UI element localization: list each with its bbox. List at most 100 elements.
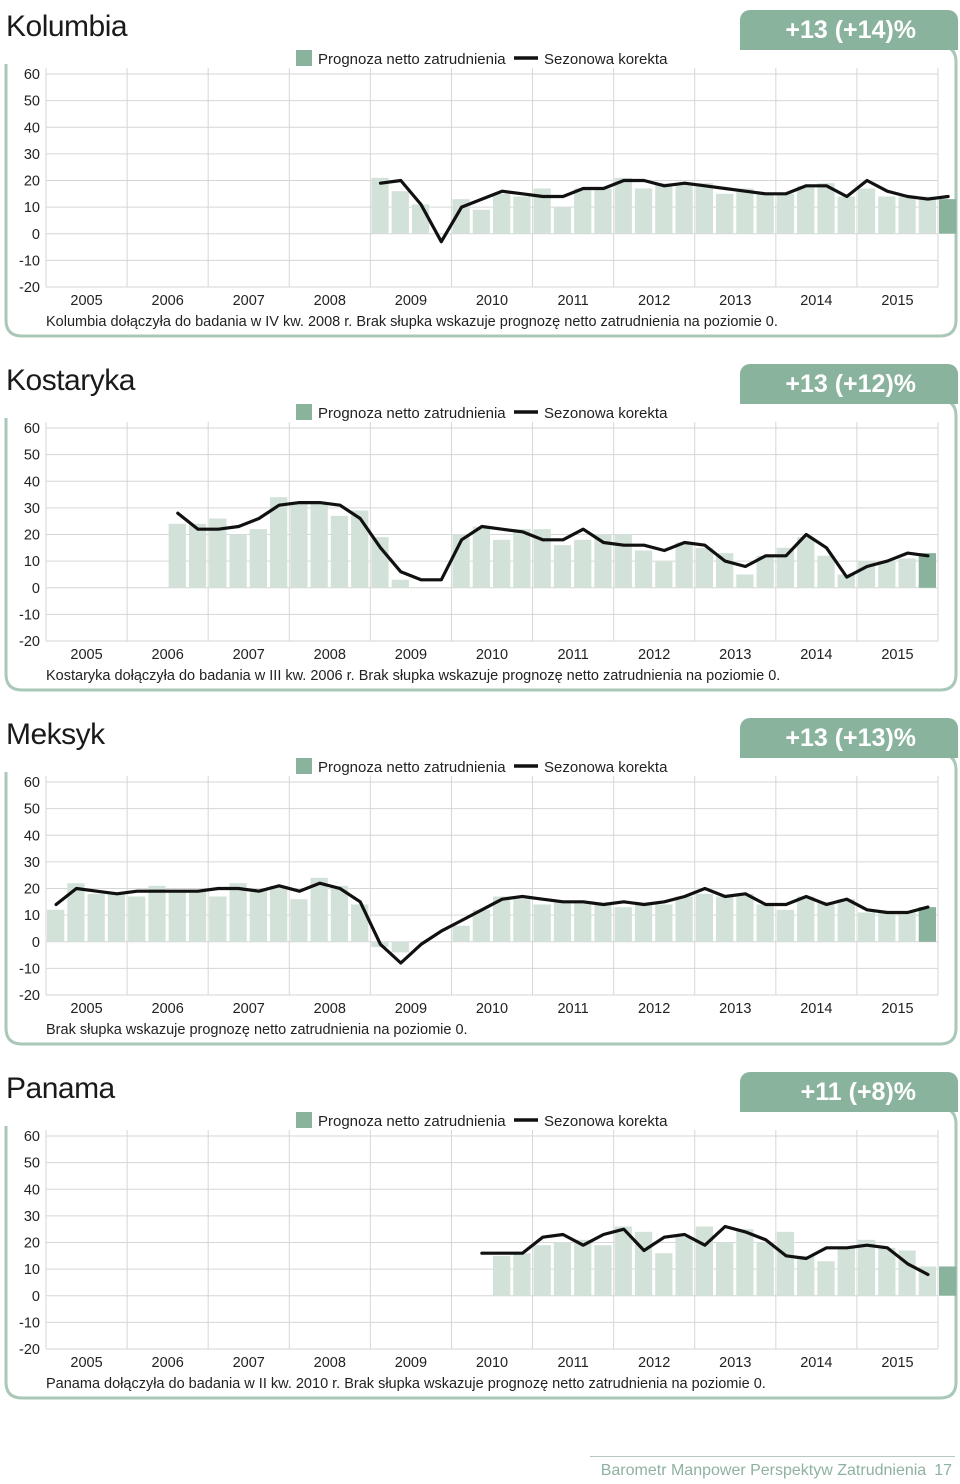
bar bbox=[371, 537, 389, 588]
y-tick-label: 10 bbox=[24, 908, 40, 924]
y-tick-label: 50 bbox=[24, 802, 40, 818]
series-line bbox=[176, 501, 930, 582]
x-tick-label: 2009 bbox=[395, 293, 427, 309]
x-tick-label: 2015 bbox=[881, 1355, 913, 1371]
x-tick-label: 2014 bbox=[800, 647, 832, 663]
bar bbox=[776, 1231, 795, 1296]
legend: Prognoza netto zatrudnienia Sezonowa kore… bbox=[296, 1112, 668, 1130]
x-tick-label: 2014 bbox=[800, 1001, 832, 1017]
bar bbox=[513, 1253, 531, 1296]
y-tick-label: 60 bbox=[24, 775, 40, 791]
x-tick-label: 2010 bbox=[476, 1355, 508, 1371]
bar bbox=[533, 529, 551, 588]
bar bbox=[168, 891, 186, 942]
bar bbox=[574, 188, 592, 234]
x-tick-label: 2005 bbox=[70, 647, 102, 663]
y-tick-label: 60 bbox=[24, 1129, 40, 1145]
bar bbox=[837, 1247, 855, 1296]
bar bbox=[270, 497, 288, 588]
x-tick-label: 2015 bbox=[881, 293, 913, 309]
x-tick-label: 2008 bbox=[314, 647, 346, 663]
chart-title: Kolumbia bbox=[6, 10, 128, 43]
bar bbox=[594, 904, 612, 942]
value-badge: +13 (+12)% bbox=[740, 364, 958, 404]
bar bbox=[878, 561, 896, 588]
bar bbox=[634, 550, 653, 588]
bar bbox=[736, 574, 754, 588]
chart-note: Kostaryka dołączyła do badania w III kw.… bbox=[46, 668, 781, 684]
x-tick-label: 2008 bbox=[314, 1355, 346, 1371]
y-tick-label: 10 bbox=[24, 554, 40, 570]
legend-bar-label: Prognoza netto zatrudnienia bbox=[318, 51, 506, 68]
legend-line-label: Sezonowa korekta bbox=[544, 1113, 668, 1130]
bar bbox=[837, 574, 855, 588]
footer: Barometr Manpower Perspektyw Zatrudnieni… bbox=[601, 1462, 952, 1480]
x-tick-label: 2006 bbox=[152, 1355, 184, 1371]
value-badge: +13 (+14)% bbox=[740, 10, 958, 50]
bar bbox=[716, 193, 734, 234]
bar bbox=[249, 891, 267, 942]
bar bbox=[695, 547, 713, 588]
bar bbox=[270, 885, 288, 942]
bar bbox=[716, 553, 734, 588]
x-tick-label: 2013 bbox=[719, 1355, 751, 1371]
bar bbox=[817, 901, 835, 942]
bar bbox=[614, 177, 632, 234]
x-tick-label: 2006 bbox=[152, 1001, 184, 1017]
bar bbox=[756, 1242, 774, 1296]
x-tick-label: 2012 bbox=[638, 647, 670, 663]
y-tick-label: -20 bbox=[19, 280, 40, 296]
bar bbox=[655, 904, 673, 942]
bar bbox=[756, 193, 774, 234]
x-tick-label: 2007 bbox=[233, 1001, 265, 1017]
bar bbox=[655, 561, 673, 588]
legend-bar-swatch bbox=[296, 758, 312, 774]
bar bbox=[553, 901, 572, 942]
legend-bar-swatch bbox=[296, 1112, 312, 1128]
legend-bar-label: Prognoza netto zatrudnienia bbox=[318, 405, 506, 422]
legend-bar-swatch bbox=[296, 50, 312, 66]
y-tick-label: 20 bbox=[24, 528, 40, 544]
bar bbox=[351, 904, 369, 942]
footer-title: Barometr Manpower Perspektyw Zatrudnieni… bbox=[600, 1462, 927, 1479]
y-tick-label: -20 bbox=[19, 1342, 40, 1358]
x-tick-label: 2012 bbox=[638, 1001, 670, 1017]
footer-divider bbox=[590, 1456, 955, 1457]
value-badge: +11 (+8)% bbox=[740, 1072, 958, 1112]
bar bbox=[533, 188, 551, 234]
bar bbox=[675, 183, 693, 234]
chart-note: Kolumbia dołączyła do badania w IV kw. 2… bbox=[46, 314, 778, 330]
y-tick-label: 20 bbox=[24, 882, 40, 898]
y-tick-label: 50 bbox=[24, 94, 40, 110]
bar bbox=[857, 188, 876, 234]
bar bbox=[837, 899, 855, 942]
bar bbox=[67, 883, 85, 942]
bar bbox=[736, 1229, 754, 1296]
x-tick-label: 2010 bbox=[476, 293, 508, 309]
y-tick-label: -10 bbox=[19, 1315, 40, 1331]
bar bbox=[330, 885, 349, 942]
bar bbox=[391, 191, 409, 234]
y-tick-label: 0 bbox=[32, 1289, 40, 1305]
bar bbox=[878, 196, 896, 234]
bar bbox=[594, 1245, 612, 1296]
bar bbox=[695, 183, 713, 234]
bar bbox=[249, 529, 267, 588]
legend-bar-swatch bbox=[296, 404, 312, 420]
x-tick-label: 2015 bbox=[881, 647, 913, 663]
page-number: 17 bbox=[934, 1462, 952, 1479]
bar bbox=[148, 885, 166, 942]
y-tick-label: -20 bbox=[19, 988, 40, 1004]
bar bbox=[675, 542, 693, 588]
bar bbox=[878, 1247, 896, 1296]
bar bbox=[574, 901, 592, 942]
bar bbox=[594, 534, 612, 588]
y-tick-label: -10 bbox=[19, 253, 40, 269]
bar bbox=[188, 891, 207, 942]
chart-note: Brak słupka wskazuje prognozę netto zatr… bbox=[46, 1022, 468, 1038]
x-tick-label: 2008 bbox=[314, 1001, 346, 1017]
bar bbox=[736, 188, 754, 234]
x-tick-label: 2014 bbox=[800, 293, 832, 309]
bar bbox=[817, 1261, 835, 1296]
